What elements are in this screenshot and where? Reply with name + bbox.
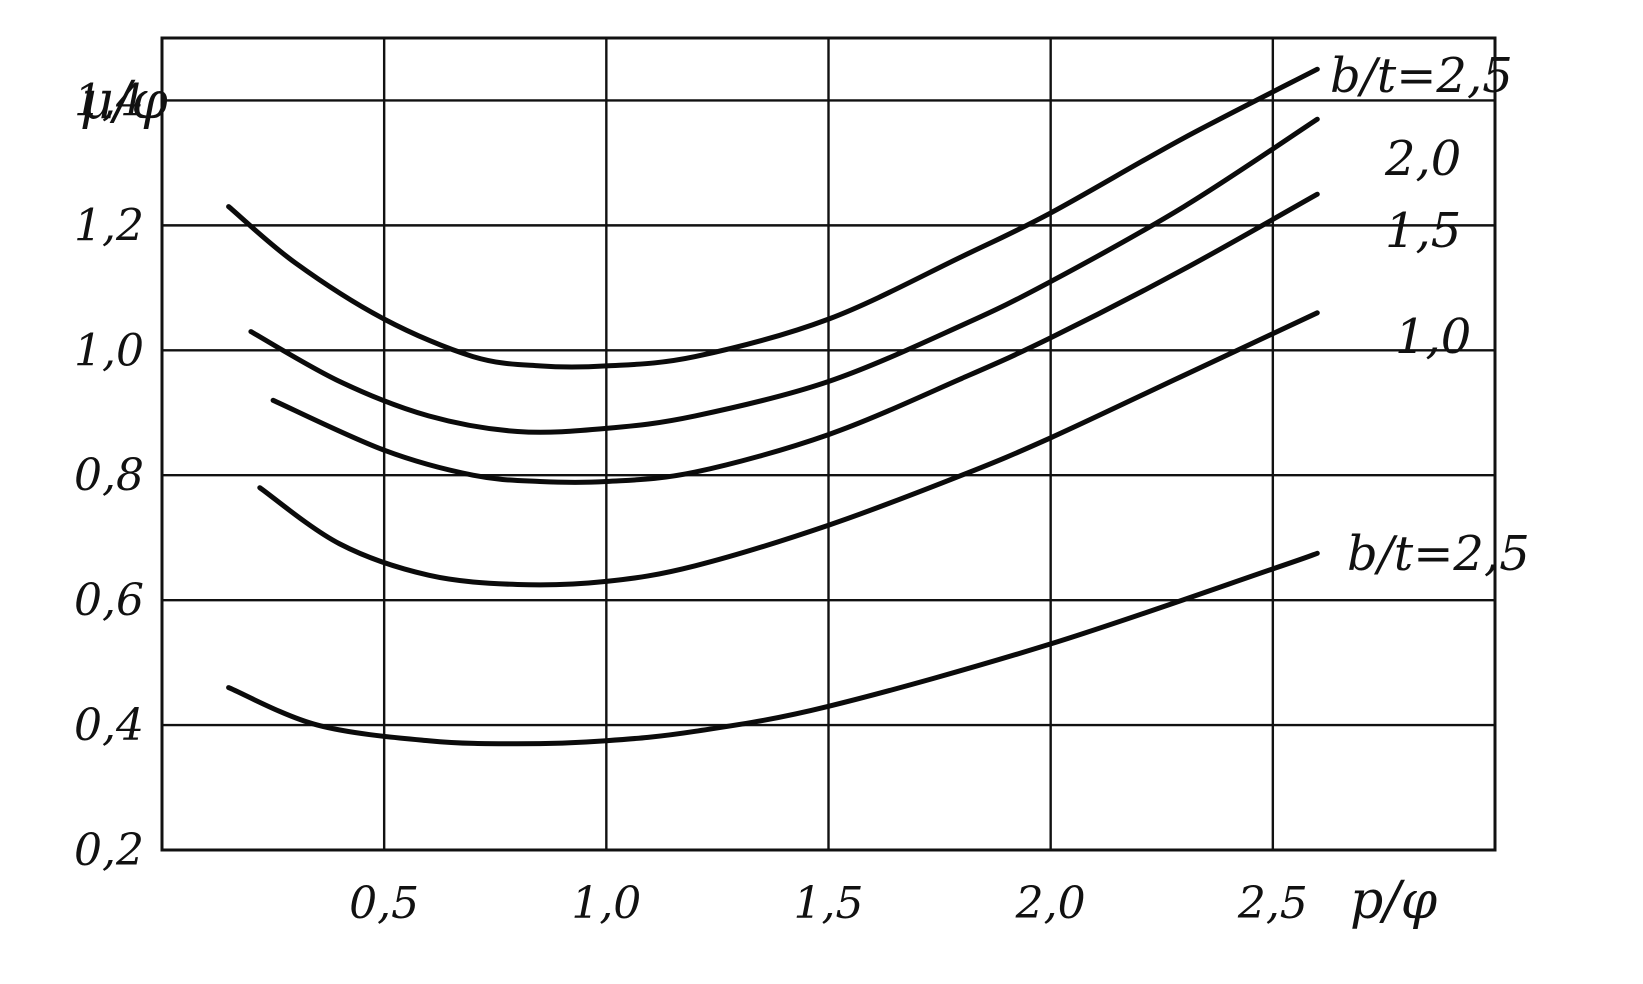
- y-tick-label: 0,8: [74, 450, 144, 501]
- series-label-3: 1,5: [1385, 203, 1461, 259]
- x-tick-label: 2,0: [1015, 878, 1086, 929]
- y-tick-label: 1,4: [74, 75, 144, 126]
- y-tick-label: 0,6: [74, 575, 144, 626]
- y-axis-title: μ/φ: [80, 71, 168, 131]
- tick-labels: 0,5 1,0 1,5 2,0 2,5 0,2 0,4 0,6 0,8 1,0 1,2 1,4: [74, 75, 1308, 929]
- x-axis-title: p/φ: [1350, 871, 1438, 931]
- series-label-2: 2,0: [1384, 131, 1461, 187]
- series-line-1: [226, 66, 1320, 370]
- y-tick-label: 0,4: [74, 700, 144, 751]
- curves: [226, 66, 1320, 747]
- series-line-4: [257, 310, 1320, 588]
- series-label-4: 1,0: [1395, 309, 1471, 365]
- grid: [160, 36, 1497, 852]
- y-tick-label: 0,2: [74, 825, 144, 876]
- y-tick-label: 1,0: [74, 325, 144, 376]
- series-label-5: b/t=2,5: [1347, 526, 1530, 582]
- x-tick-label: 0,5: [349, 878, 419, 929]
- series-line-2: [248, 116, 1320, 435]
- series-line-5: [226, 550, 1320, 747]
- y-tick-label: 1,2: [74, 200, 144, 251]
- x-tick-label: 1,0: [571, 878, 641, 929]
- x-tick-label: 1,5: [794, 878, 864, 929]
- series-label-1: b/t=2,5: [1330, 48, 1513, 104]
- series-line-3: [270, 191, 1320, 485]
- x-tick-label: 2,5: [1237, 878, 1308, 929]
